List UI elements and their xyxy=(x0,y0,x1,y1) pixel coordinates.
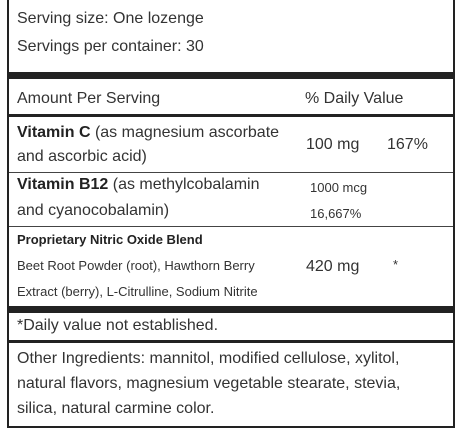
divider-thick xyxy=(9,72,453,79)
other-ingredients-line3: silica, natural carmine color. xyxy=(17,400,215,417)
nutrient-daily-value: 16,667% xyxy=(310,206,362,221)
nutrient-daily-value: 167% xyxy=(387,136,428,153)
divider-header xyxy=(9,114,453,117)
other-ingredients-line2: natural flavors, magnesium vegetable ste… xyxy=(17,375,401,392)
nutrient-desc: (as magnesium ascorbate xyxy=(94,124,280,141)
nutrient-desc-line2: and cyanocobalamin) xyxy=(17,202,170,219)
nutrient-desc: (as methylcobalamin xyxy=(112,176,260,193)
divider-row xyxy=(9,226,453,227)
nutrient-desc-line2: and ascorbic acid) xyxy=(17,148,147,165)
servings-per-container: Servings per container: 30 xyxy=(17,38,204,55)
blend-daily-value: * xyxy=(393,257,399,272)
nutrient-name: Vitamin B12 xyxy=(17,176,109,193)
amount-per-serving-header: Amount Per Serving xyxy=(17,90,161,107)
other-ingredients-line1: Other Ingredients: mannitol, modified ce… xyxy=(17,350,400,367)
divider-thick xyxy=(9,306,453,313)
blend-name: Proprietary Nitric Oxide Blend xyxy=(17,232,203,247)
serving-size: Serving size: One lozenge xyxy=(17,10,204,27)
blend-ingredients-line1: Beet Root Powder (root), Hawthorn Berry xyxy=(17,258,255,273)
daily-value-header: % Daily Value xyxy=(305,90,404,107)
nutrient-amount: 100 mg xyxy=(306,136,360,153)
blend-amount: 420 mg xyxy=(306,258,360,275)
nutrient-amount: 1000 mcg xyxy=(310,180,368,195)
supplement-facts-panel: Serving size: One lozenge Servings per c… xyxy=(7,0,455,428)
divider-row xyxy=(9,172,453,173)
nutrient-name: Vitamin C xyxy=(17,124,91,141)
blend-ingredients-line2: Extract (berry), L-Citrulline, Sodium Ni… xyxy=(17,284,258,299)
divider-footnote xyxy=(9,340,453,343)
daily-value-footnote: *Daily value not established. xyxy=(17,317,219,334)
